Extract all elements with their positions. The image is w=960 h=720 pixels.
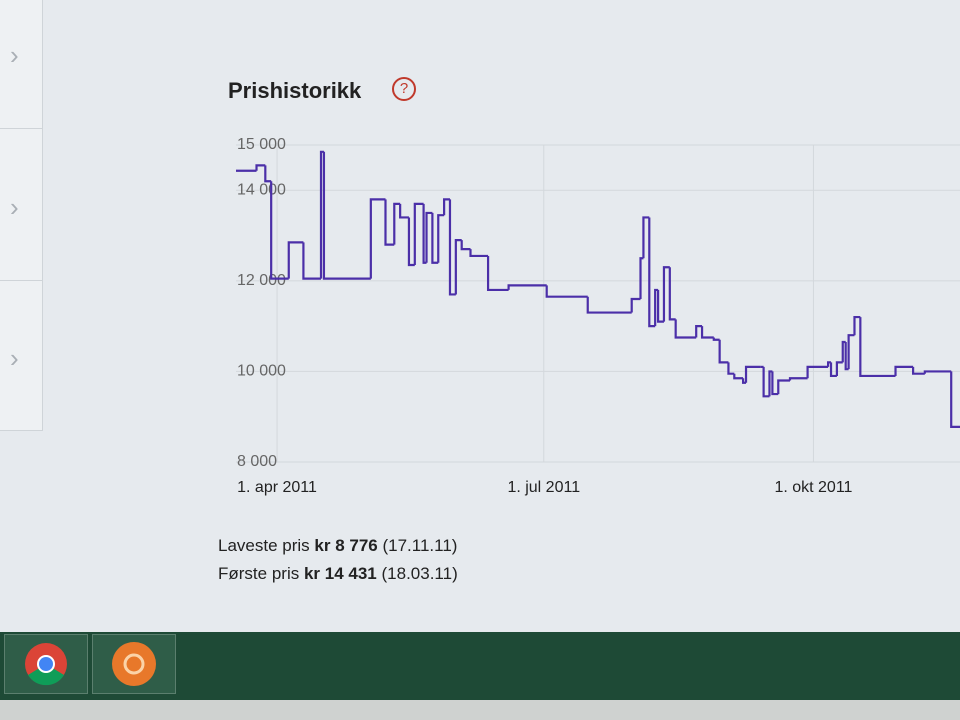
price-step xyxy=(654,288,659,327)
side-panel: › › › xyxy=(0,0,43,431)
heading: Prishistorikk xyxy=(228,78,362,103)
price-step xyxy=(460,240,471,251)
price-step xyxy=(894,365,914,376)
taskbar-button[interactable] xyxy=(92,634,176,694)
separator xyxy=(0,128,42,129)
price-step xyxy=(859,317,896,378)
summary-row: Første pris kr 14 431 (18.03.11) xyxy=(218,560,458,588)
price-step xyxy=(454,239,462,295)
x-tick-label: 1. apr 2011 xyxy=(237,479,317,496)
taskbar xyxy=(0,632,960,700)
price-step xyxy=(695,325,703,338)
summary-label: Første pris xyxy=(218,564,300,583)
price-step xyxy=(264,165,272,183)
y-tick-label: 14 000 xyxy=(237,182,286,199)
summary-price: kr 14 431 xyxy=(303,564,377,583)
x-tick-label: 1. jul 2011 xyxy=(507,479,580,496)
price-step xyxy=(733,373,744,380)
browser-icon xyxy=(25,643,67,686)
price-step xyxy=(853,315,861,336)
app-icon xyxy=(112,642,156,686)
price-step xyxy=(322,151,371,280)
price-step xyxy=(700,326,714,339)
expand-icon[interactable]: › xyxy=(10,40,19,70)
price-step xyxy=(727,362,735,375)
price-step xyxy=(407,217,415,267)
price-step xyxy=(806,365,829,379)
price-step xyxy=(771,371,779,396)
price-step xyxy=(422,203,427,264)
summary-date: (18.03.11) xyxy=(381,564,458,583)
price-step xyxy=(847,334,855,370)
price-step xyxy=(630,297,641,313)
price-step xyxy=(443,198,450,216)
price-step xyxy=(448,199,456,296)
price-step xyxy=(912,366,925,375)
taskbar-button[interactable] xyxy=(4,634,88,694)
help-icon[interactable]: ? xyxy=(392,77,416,101)
price-step xyxy=(384,199,395,246)
price-step xyxy=(662,266,670,322)
price-step xyxy=(586,296,632,314)
chart: 8 000 10 000 12 000 14 000 15 000 1. apr 2011… xyxy=(236,136,960,496)
price-step xyxy=(923,370,952,374)
price-step xyxy=(656,289,664,323)
price-step xyxy=(437,214,445,263)
price-step xyxy=(486,255,509,292)
price-step xyxy=(718,339,729,364)
price-step xyxy=(545,285,588,298)
price-step xyxy=(950,371,960,428)
price-step xyxy=(835,361,843,376)
price-step xyxy=(829,362,837,378)
price-step xyxy=(826,361,832,367)
expand-icon[interactable]: › xyxy=(10,343,19,373)
y-tick-label: 15 000 xyxy=(237,136,286,153)
summary-label: Laveste pris xyxy=(218,536,310,555)
price-step xyxy=(674,319,697,339)
summary: Laveste pris kr 8 776 (17.11.11) Første … xyxy=(218,532,458,588)
price-step xyxy=(425,211,433,263)
price-step xyxy=(762,366,770,398)
price-step xyxy=(469,249,489,258)
price-step xyxy=(369,198,386,279)
price-step xyxy=(788,377,808,381)
summary-price: kr 8 776 xyxy=(314,536,378,555)
price-step xyxy=(302,242,322,280)
price-step xyxy=(287,241,304,279)
price-step xyxy=(668,267,676,321)
price-step xyxy=(744,365,761,383)
price-step xyxy=(507,284,547,290)
price-step xyxy=(413,202,424,266)
price-step xyxy=(648,217,656,328)
summary-row: Laveste pris kr 8 776 (17.11.11) xyxy=(218,532,458,560)
price-step xyxy=(777,379,790,395)
y-tick-label: 12 000 xyxy=(237,272,286,289)
screen-bezel xyxy=(0,700,960,720)
x-tick-label: 1. okt 2011 xyxy=(774,479,852,496)
price-step xyxy=(431,212,439,264)
expand-icon[interactable]: › xyxy=(10,192,19,222)
price-step xyxy=(642,216,650,259)
separator xyxy=(0,280,42,281)
price-step xyxy=(399,203,409,219)
summary-date: (17.11.11) xyxy=(382,536,458,555)
price-step xyxy=(639,257,644,299)
price-step xyxy=(255,164,266,171)
price-step xyxy=(712,337,720,341)
price-step xyxy=(393,202,401,245)
y-tick-label: 8 000 xyxy=(237,453,277,470)
price-step xyxy=(270,181,289,280)
y-tick-label: 10 000 xyxy=(237,363,286,380)
